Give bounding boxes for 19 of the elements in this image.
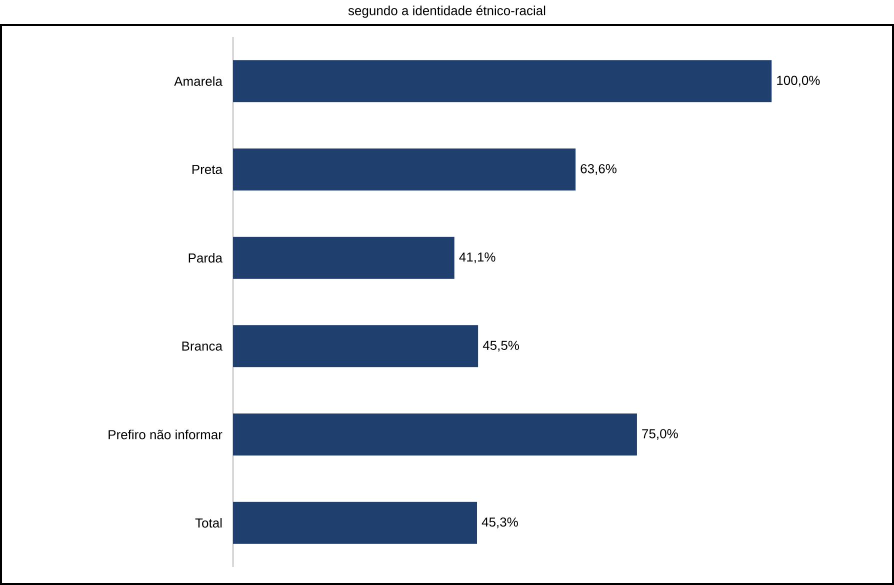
bar bbox=[233, 236, 454, 279]
data-label: 75,0% bbox=[642, 429, 678, 440]
y-tick-label: Amarela bbox=[174, 76, 222, 86]
y-tick-label: Parda bbox=[188, 253, 222, 263]
bar bbox=[233, 148, 576, 190]
y-tick-label: Total bbox=[195, 518, 222, 528]
data-label: 41,1% bbox=[459, 252, 496, 264]
data-label: 100,0% bbox=[777, 76, 820, 87]
y-tick-label: Preta bbox=[192, 164, 222, 174]
data-label: 45,3% bbox=[482, 517, 518, 528]
bar bbox=[233, 325, 478, 368]
y-tick-label: Prefiro não informar bbox=[108, 430, 222, 440]
chart-title: segundo a identidade étnico-racial bbox=[348, 6, 546, 18]
y-tick-label: Branca bbox=[182, 342, 222, 351]
bar bbox=[233, 60, 772, 102]
bar bbox=[233, 502, 477, 544]
bar bbox=[233, 413, 637, 456]
data-label: 63,6% bbox=[580, 164, 616, 175]
data-label: 45,5% bbox=[482, 340, 519, 352]
